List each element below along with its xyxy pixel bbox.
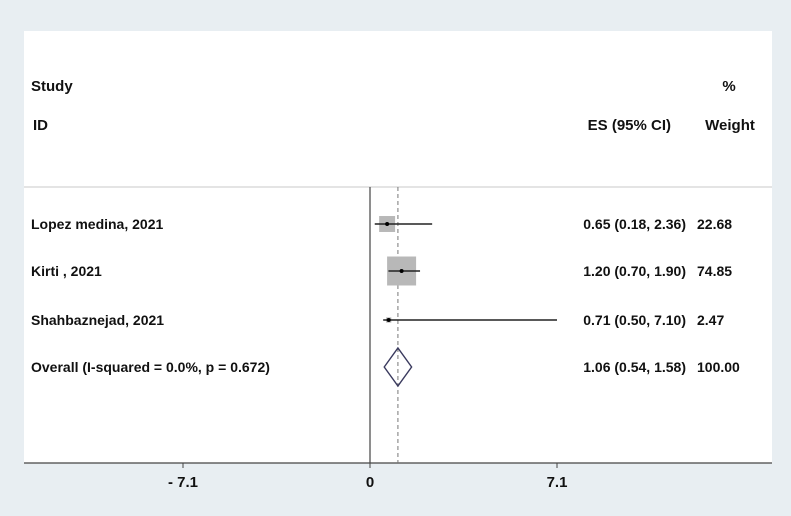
overall-weight-text: 100.00 — [697, 359, 740, 375]
header-es: ES (95% CI) — [588, 117, 671, 134]
weight-text: 74.85 — [697, 263, 732, 279]
point-estimate — [385, 222, 390, 226]
point-estimate — [386, 318, 391, 322]
es-ci-text: 1.20 (0.70, 1.90) — [583, 263, 686, 279]
header-id: ID — [33, 117, 48, 134]
es-ci-text: 0.71 (0.50, 7.10) — [583, 312, 686, 328]
study-label: Lopez medina, 2021 — [31, 216, 163, 232]
overall-label: Overall (I-squared = 0.0%, p = 0.672) — [31, 359, 270, 375]
weight-text: 22.68 — [697, 216, 732, 232]
study-label: Kirti , 2021 — [31, 263, 102, 279]
x-tick-label: - 7.1 — [168, 474, 198, 491]
study-label: Shahbaznejad, 2021 — [31, 312, 164, 328]
header-pct: % — [722, 78, 735, 95]
point-estimate — [399, 269, 404, 273]
overall-es-text: 1.06 (0.54, 1.58) — [583, 359, 686, 375]
overall-diamond — [383, 346, 413, 388]
header-study: Study — [31, 78, 73, 95]
header-weight: Weight — [705, 117, 755, 134]
x-tick-label: 0 — [366, 474, 374, 491]
weight-text: 2.47 — [697, 312, 724, 328]
es-ci-text: 0.65 (0.18, 2.36) — [583, 216, 686, 232]
x-tick-label: 7.1 — [547, 474, 568, 491]
